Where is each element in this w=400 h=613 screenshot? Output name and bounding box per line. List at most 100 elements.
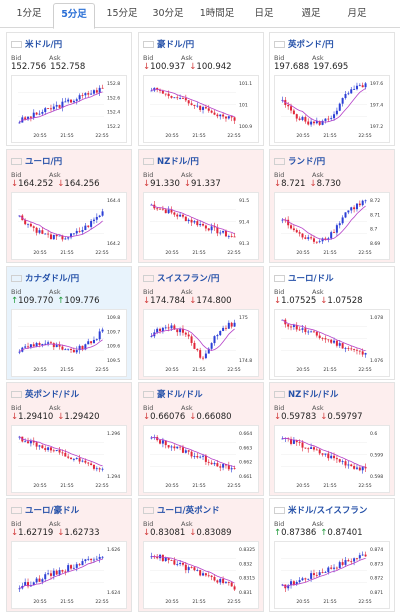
rate-card[interactable]: ユーロ/円 Bid Ask ↓164.252 ↓164.256 164.4 164.2 20:…: [6, 149, 132, 263]
candle-body: [199, 456, 202, 458]
pair-name-link[interactable]: NZドル/円: [157, 157, 199, 167]
ask-value: 1.29420: [64, 412, 100, 422]
candle-body: [310, 121, 313, 125]
bid-label: Bid: [143, 288, 154, 296]
chart-svg: 197.6 197.4 197.2 20:55 21:55 22:55: [281, 81, 383, 139]
rate-card[interactable]: 豪ドル/円 Bid Ask ↓100.937 ↓100.942 101.1 101 100.9…: [138, 32, 264, 146]
rate-card[interactable]: スイスフラン/円 Bid Ask ↓174.784 ↓174.800 175 174.8 20…: [138, 266, 264, 380]
candle-body: [321, 572, 324, 574]
rate-card[interactable]: ユーロ/豪ドル Bid Ask ↓1.62719 ↓1.62733 1.626 1.624 2…: [6, 498, 132, 612]
candle-body: [315, 575, 318, 576]
pair-name-link[interactable]: 豪ドル/ドル: [157, 390, 203, 400]
down-arrow-icon: ↓: [143, 296, 151, 306]
candle-body: [87, 462, 90, 464]
pair-name-link[interactable]: ランド/円: [288, 157, 326, 167]
bid-label: Bid: [274, 54, 285, 62]
rate-card[interactable]: ユーロ/英ポンド Bid Ask ↓0.83081 ↓0.83089 0.8325 0.83…: [138, 498, 264, 612]
pair-name-link[interactable]: 米ドル/スイスフラン: [288, 506, 368, 516]
ask-label: Ask: [49, 520, 61, 528]
tab-6[interactable]: 日足: [254, 8, 274, 19]
candle-body: [35, 578, 38, 583]
candle-body: [230, 236, 233, 237]
pair-name-link[interactable]: スイスフラン/円: [157, 274, 220, 284]
moving-average-line: [151, 204, 235, 235]
flag-icon: [274, 390, 285, 398]
candle-body: [315, 241, 318, 243]
pair-header: ユーロ/ドル: [274, 272, 334, 284]
candle-body: [307, 331, 310, 333]
candle-body: [75, 99, 78, 101]
candlestick-chart[interactable]: 8.72 8.71 8.7 8.69 20:55 21:55 22:55: [274, 192, 390, 260]
candlestick-chart[interactable]: 91.5 91.4 91.3 20:55 21:55 22:55: [143, 192, 259, 260]
tab-1[interactable]: 1分足: [16, 8, 42, 19]
candle-body: [222, 230, 225, 233]
rate-card[interactable]: 英ポンド/ドル Bid Ask ↓1.29410 ↓1.29420 1.296 1.294 2…: [6, 382, 132, 496]
candlestick-chart[interactable]: 109.8 109.7 109.6 109.5 20:55 21:55 22:55: [11, 309, 127, 377]
x-time-label: 20:55: [33, 367, 46, 373]
x-time-label: 22:55: [227, 599, 240, 605]
price-labels: Bid Ask: [143, 288, 219, 296]
pair-name-link[interactable]: ユーロ/豪ドル: [25, 506, 80, 516]
candlestick-chart[interactable]: 197.6 197.4 197.2 20:55 21:55 22:55: [274, 75, 390, 143]
tab-8[interactable]: 月足: [347, 8, 367, 19]
tab-3[interactable]: 15分足: [106, 8, 138, 19]
up-arrow-icon: ↑: [11, 296, 19, 306]
candle-body: [230, 322, 233, 327]
candlestick-chart[interactable]: 0.874 0.873 0.872 0.871 20:55 21:55 22:55: [274, 541, 390, 609]
pair-name-link[interactable]: ユーロ/英ポンド: [157, 506, 220, 516]
x-time-label: 22:55: [358, 599, 371, 605]
tab-2[interactable]: 5分足: [53, 3, 95, 29]
candlestick-chart[interactable]: 175 174.8 20:55 21:55 22:55: [143, 309, 259, 377]
candlestick-chart[interactable]: 101.1 101 100.9 20:55 21:55 22:55: [143, 75, 259, 143]
moving-average-line: [282, 88, 366, 123]
y-tick-label: 1.624: [107, 590, 120, 596]
rate-card[interactable]: 英ポンド/円 Bid Ask 197.688 197.695 197.6 197.4 197.…: [269, 32, 395, 146]
pair-name-link[interactable]: ユーロ/円: [25, 157, 63, 167]
y-tick-label: 152.6: [107, 95, 120, 101]
candle-body: [219, 232, 222, 234]
chart-grid: [281, 326, 367, 351]
pair-name-link[interactable]: 米ドル/円: [25, 40, 63, 50]
candle-body: [330, 455, 333, 459]
y-tick-label: 152.8: [107, 81, 120, 87]
tab-7[interactable]: 週足: [301, 8, 321, 19]
candle-body: [47, 447, 50, 450]
price-values: ↓100.937 ↓100.942: [143, 62, 236, 72]
candle-body: [216, 227, 219, 234]
rate-card[interactable]: NZドル/ドル Bid Ask ↓0.59783 ↓0.59797 0.6 0.599 0.5…: [269, 382, 395, 496]
down-arrow-icon: ↓: [57, 528, 65, 538]
rate-card[interactable]: カナダドル/円 Bid Ask ↑109.770 ↑109.776 109.8 109.7 1…: [6, 266, 132, 380]
pair-name-link[interactable]: ユーロ/ドル: [288, 274, 334, 284]
candlestick-chart[interactable]: 0.664 0.663 0.662 0.661 20:55 21:55 22:55: [143, 425, 259, 493]
candle-body: [341, 461, 344, 463]
pair-name-link[interactable]: カナダドル/円: [25, 274, 80, 284]
candle-body: [304, 328, 307, 333]
candlestick-chart[interactable]: 164.4 164.2 20:55 21:55 22:55: [11, 192, 127, 260]
candlestick-chart[interactable]: 0.6 0.599 0.598 20:55 21:55 22:55: [274, 425, 390, 493]
tab-4[interactable]: 30分足: [152, 8, 184, 19]
candle-body: [341, 343, 344, 349]
pair-name-link[interactable]: 英ポンド/円: [288, 40, 334, 50]
candlestick-chart[interactable]: 1.296 1.294 20:55 21:55 22:55: [11, 425, 127, 493]
candle-body: [81, 460, 84, 462]
pair-name-link[interactable]: 豪ドル/円: [157, 40, 195, 50]
candle-body: [87, 225, 90, 227]
candle-body: [219, 578, 222, 583]
rate-card[interactable]: 豪ドル/ドル Bid Ask ↓0.66076 ↓0.66080 0.664 0.663 0.…: [138, 382, 264, 496]
rate-card[interactable]: NZドル/円 Bid Ask ↓91.330 ↓91.337 91.5 91.4 91.3 20…: [138, 149, 264, 263]
candlestick-chart[interactable]: 1.626 1.624 20:55 21:55 22:55: [11, 541, 127, 609]
ask-value: 1.62733: [64, 528, 100, 538]
price-values: ↓1.62719 ↓1.62733: [11, 528, 104, 538]
candlestick-chart[interactable]: 0.8325 0.832 0.8315 0.831 20:55 21:55 22:55: [143, 541, 259, 609]
candle-body: [41, 111, 44, 114]
rate-card[interactable]: ユーロ/ドル Bid Ask ↓1.07525 ↓1.07528 1.078 1.076 20…: [269, 266, 395, 380]
rate-card[interactable]: ランド/円 Bid Ask ↓8.721 ↓8.730 8.72 8.71 8.7 8.69 20…: [269, 149, 395, 263]
candle-body: [361, 351, 364, 355]
rate-card[interactable]: 米ドル/円 Bid Ask 152.756 152.758 152.8 152.6 152.4…: [6, 32, 132, 146]
pair-name-link[interactable]: NZドル/ドル: [288, 390, 339, 400]
tab-5[interactable]: 1時間足: [199, 8, 235, 19]
pair-name-link[interactable]: 英ポンド/ドル: [25, 390, 80, 400]
candlestick-chart[interactable]: 1.078 1.076 20:55 21:55 22:55: [274, 309, 390, 377]
rate-card[interactable]: 米ドル/スイスフラン Bid Ask ↑0.87386 ↑0.87401 0.874 0.8…: [269, 498, 395, 612]
candlestick-chart[interactable]: 152.8 152.6 152.4 152.2 20:55 21:55 22:55: [11, 75, 127, 143]
